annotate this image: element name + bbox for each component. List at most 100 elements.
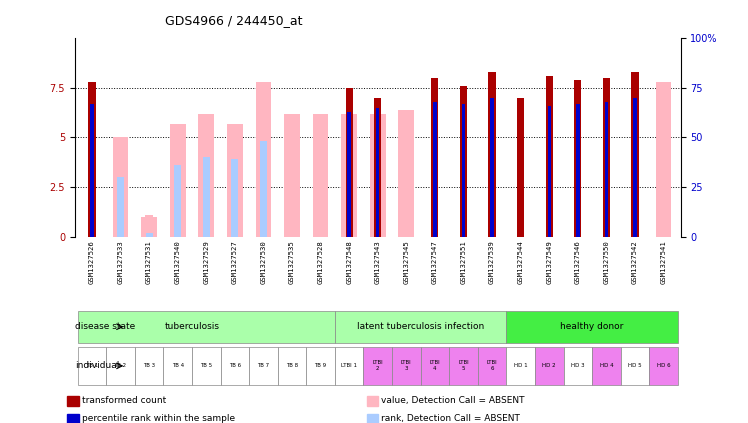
Bar bbox=[574, 80, 581, 237]
Bar bbox=[341, 114, 357, 237]
Bar bbox=[506, 310, 678, 343]
Text: GSM1327545: GSM1327545 bbox=[403, 240, 409, 284]
Text: GSM1327527: GSM1327527 bbox=[232, 240, 238, 284]
Bar bbox=[335, 310, 506, 343]
Bar bbox=[432, 78, 438, 237]
Bar bbox=[278, 347, 306, 385]
Bar bbox=[548, 106, 551, 237]
Text: GDS4966 / 244450_at: GDS4966 / 244450_at bbox=[165, 14, 302, 27]
Text: LTBI
2: LTBI 2 bbox=[373, 360, 383, 371]
Bar bbox=[198, 114, 214, 237]
Bar bbox=[506, 347, 535, 385]
Bar bbox=[163, 347, 192, 385]
Bar bbox=[478, 347, 506, 385]
Bar bbox=[488, 72, 496, 237]
Text: healthy donor: healthy donor bbox=[560, 322, 624, 331]
Bar bbox=[106, 347, 135, 385]
Text: HD 6: HD 6 bbox=[657, 363, 670, 368]
Bar bbox=[367, 396, 378, 406]
Bar bbox=[367, 414, 378, 423]
Bar bbox=[460, 86, 467, 237]
Bar bbox=[621, 347, 649, 385]
Text: GSM1327547: GSM1327547 bbox=[432, 240, 438, 284]
Text: GSM1327526: GSM1327526 bbox=[89, 240, 95, 284]
Text: transformed count: transformed count bbox=[82, 396, 167, 405]
Text: disease state: disease state bbox=[76, 322, 135, 331]
Bar bbox=[145, 215, 153, 237]
Bar bbox=[576, 104, 580, 237]
Bar bbox=[535, 347, 563, 385]
Bar bbox=[603, 78, 610, 237]
Bar bbox=[306, 347, 335, 385]
Text: GSM1327543: GSM1327543 bbox=[375, 240, 381, 284]
Bar bbox=[117, 177, 124, 237]
Bar bbox=[78, 310, 335, 343]
Bar bbox=[462, 104, 465, 237]
Text: GSM1327528: GSM1327528 bbox=[318, 240, 324, 284]
Bar bbox=[260, 141, 267, 237]
Bar bbox=[284, 114, 300, 237]
Bar bbox=[221, 347, 249, 385]
Text: TB 9: TB 9 bbox=[314, 363, 327, 368]
Text: TB 7: TB 7 bbox=[257, 363, 269, 368]
Text: rank, Detection Call = ABSENT: rank, Detection Call = ABSENT bbox=[381, 414, 521, 423]
Text: TB 5: TB 5 bbox=[200, 363, 212, 368]
Text: GSM1327533: GSM1327533 bbox=[117, 240, 123, 284]
Bar bbox=[67, 396, 79, 406]
Bar bbox=[634, 98, 637, 237]
Bar bbox=[649, 347, 678, 385]
Text: HD 3: HD 3 bbox=[571, 363, 585, 368]
Bar bbox=[376, 108, 379, 237]
Text: GSM1327546: GSM1327546 bbox=[574, 240, 580, 284]
Bar bbox=[563, 347, 592, 385]
Text: GSM1327549: GSM1327549 bbox=[546, 240, 552, 284]
Bar bbox=[288, 159, 296, 237]
Text: HD 2: HD 2 bbox=[542, 363, 556, 368]
Text: HD 4: HD 4 bbox=[600, 363, 613, 368]
Bar bbox=[517, 98, 524, 237]
Text: percentile rank within the sample: percentile rank within the sample bbox=[82, 414, 236, 423]
Text: GSM1327550: GSM1327550 bbox=[604, 240, 610, 284]
Bar bbox=[192, 347, 221, 385]
Bar bbox=[174, 165, 181, 237]
Bar bbox=[420, 347, 450, 385]
Text: GSM1327548: GSM1327548 bbox=[346, 240, 352, 284]
Bar bbox=[67, 414, 79, 423]
Text: LTBI
6: LTBI 6 bbox=[487, 360, 497, 371]
Text: TB 4: TB 4 bbox=[171, 363, 184, 368]
Bar bbox=[450, 347, 478, 385]
Bar bbox=[256, 82, 272, 237]
Bar bbox=[364, 347, 392, 385]
Text: individual: individual bbox=[76, 361, 120, 371]
Bar bbox=[78, 347, 106, 385]
Text: TB 3: TB 3 bbox=[143, 363, 155, 368]
Bar bbox=[346, 88, 353, 237]
Bar bbox=[146, 233, 153, 237]
Text: TB 1: TB 1 bbox=[86, 363, 98, 368]
Text: GSM1327541: GSM1327541 bbox=[660, 240, 666, 284]
Text: GSM1327551: GSM1327551 bbox=[461, 240, 467, 284]
Text: value, Detection Call = ABSENT: value, Detection Call = ABSENT bbox=[381, 396, 525, 405]
Text: GSM1327530: GSM1327530 bbox=[260, 240, 266, 284]
Bar bbox=[203, 157, 210, 237]
Bar bbox=[170, 124, 186, 237]
Bar bbox=[135, 347, 163, 385]
Text: LTBI 1: LTBI 1 bbox=[341, 363, 357, 368]
Text: GSM1327540: GSM1327540 bbox=[175, 240, 181, 284]
Text: GSM1327529: GSM1327529 bbox=[203, 240, 209, 284]
Text: GSM1327531: GSM1327531 bbox=[146, 240, 152, 284]
Text: TB 2: TB 2 bbox=[114, 363, 126, 368]
Bar bbox=[656, 82, 672, 237]
Text: HD 1: HD 1 bbox=[514, 363, 527, 368]
Bar bbox=[545, 76, 553, 237]
Bar bbox=[141, 217, 157, 237]
Bar bbox=[399, 110, 414, 237]
Bar bbox=[91, 104, 94, 237]
Bar bbox=[433, 102, 437, 237]
Text: tuberculosis: tuberculosis bbox=[165, 322, 219, 331]
Bar bbox=[88, 82, 96, 237]
Bar bbox=[631, 72, 639, 237]
Bar bbox=[604, 102, 608, 237]
Text: HD 5: HD 5 bbox=[628, 363, 642, 368]
Bar bbox=[113, 137, 129, 237]
